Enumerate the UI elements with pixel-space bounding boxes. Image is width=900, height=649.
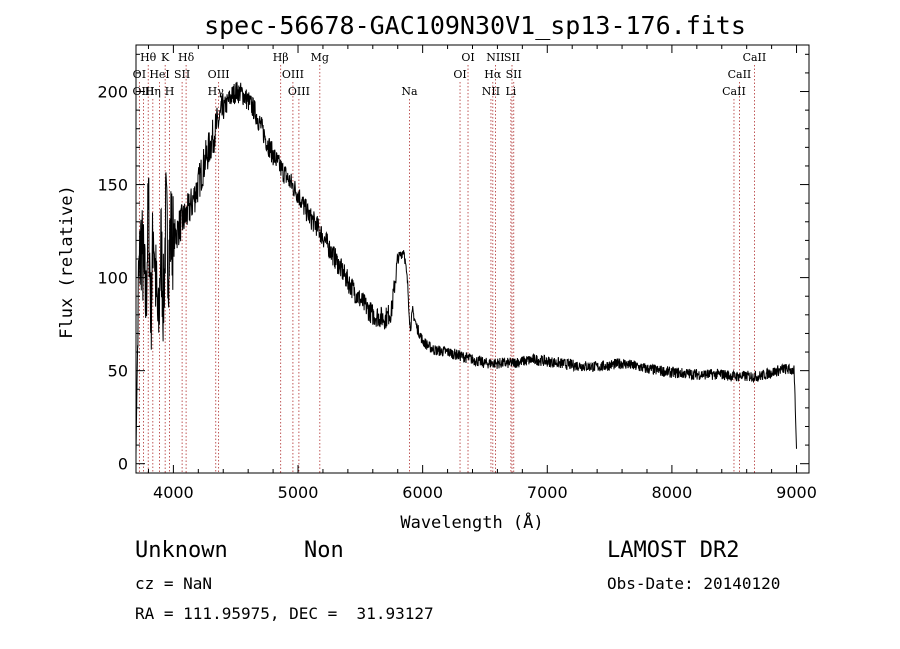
x-tick-label: 5000 <box>278 483 319 502</box>
y-tick-label: 150 <box>97 176 128 195</box>
spectral-line-label: Mg <box>311 51 329 64</box>
spectral-line-label: OIII <box>208 68 230 81</box>
y-tick-label: 100 <box>97 269 128 288</box>
y-axis-ticks: 0 50 100 150 200 <box>97 53 809 474</box>
x-tick-label: 6000 <box>402 483 443 502</box>
y-axis-label: Flux (relative) <box>57 185 77 339</box>
y-tick-label: 200 <box>97 83 128 102</box>
spectral-line-label: OIII <box>282 68 304 81</box>
spectral-line-label: NII <box>486 51 504 64</box>
y-tick-label: 0 <box>118 455 128 474</box>
x-tick-label: 9000 <box>776 483 817 502</box>
spectral-line-label: Hδ <box>178 51 195 64</box>
coordinates: RA = 111.95975, DEC = 31.93127 <box>135 604 434 623</box>
x-tick-label: 7000 <box>527 483 568 502</box>
spectral-line-label: OI <box>133 68 146 81</box>
spectral-line-label: H <box>165 85 175 98</box>
survey-name: LAMOST DR2 <box>607 538 740 563</box>
spectral-line-label: Hη <box>145 85 161 98</box>
spectral-line-label: OI <box>453 68 466 81</box>
x-axis-label: Wavelength (Å) <box>400 511 543 533</box>
spectral-line-label: CaII <box>743 51 767 64</box>
spectral-line-label: HeI <box>149 68 169 81</box>
spectral-line-label: SII <box>174 68 190 81</box>
object-class: Unknown <box>135 538 228 563</box>
spectral-line-label: K <box>161 51 170 64</box>
spectral-line-label: Hθ <box>140 51 157 64</box>
redshift-cz: cz = NaN <box>135 574 213 593</box>
spectral-line-label: OIII <box>288 85 310 98</box>
spectral-line-label: Li <box>505 85 516 98</box>
x-tick-label: 4000 <box>153 483 194 502</box>
plot-frame <box>135 44 810 474</box>
spectral-line-label: Na <box>401 85 418 98</box>
y-tick-label: 50 <box>108 362 128 381</box>
observation-date: Obs-Date: 20140120 <box>607 574 781 593</box>
spectrum-line <box>135 81 797 455</box>
spectral-line-label: SII <box>504 51 520 64</box>
spectral-line-label: Hβ <box>273 51 289 64</box>
x-axis-ticks: 4000 5000 6000 7000 8000 9000 <box>147 45 817 502</box>
spectral-line-label: SII <box>506 68 522 81</box>
spectral-line-label: Hα <box>484 68 502 81</box>
spectral-line-label: Hγ <box>208 85 225 98</box>
x-tick-label: 8000 <box>652 483 693 502</box>
spectral-line-label: CaII <box>728 68 752 81</box>
spectral-line-label: NII <box>482 85 500 98</box>
spectral-line-label: CaII <box>722 85 746 98</box>
chart-title: spec-56678-GAC109N30V1_sp13-176.fits <box>204 11 746 40</box>
object-subclass: Non <box>304 538 344 563</box>
spectral-line-label: OI <box>461 51 474 64</box>
